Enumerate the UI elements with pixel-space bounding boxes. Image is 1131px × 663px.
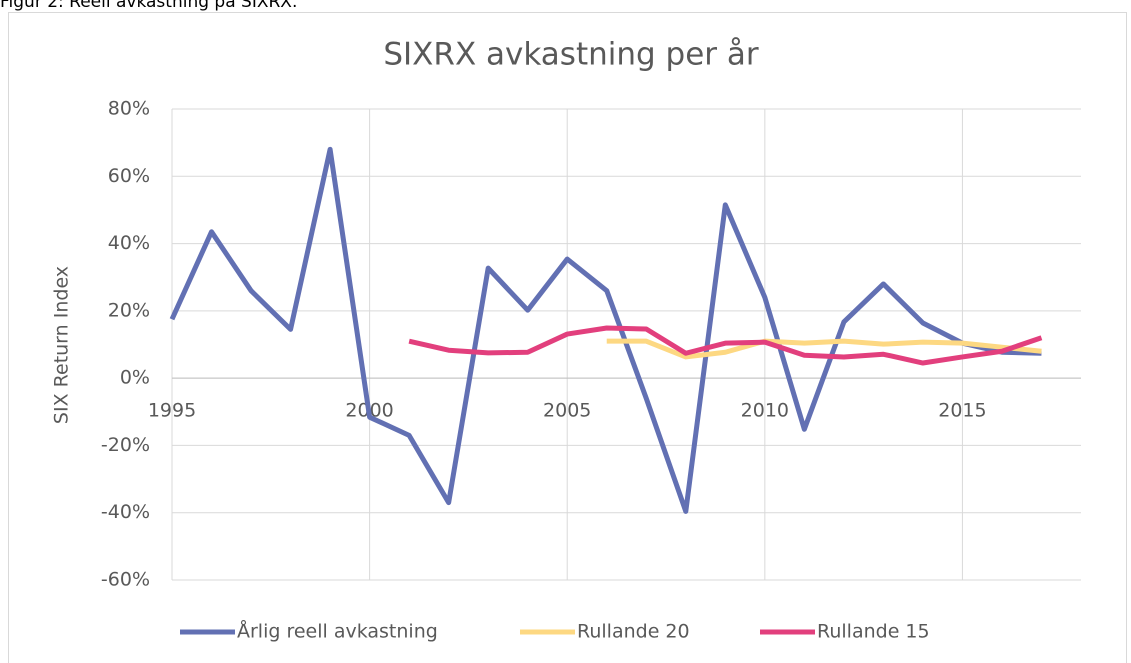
legend-label: Årlig reell avkastning	[237, 620, 438, 643]
x-tick-label: 2010	[741, 400, 789, 422]
y-tick-label: 0%	[120, 367, 150, 389]
chart-frame	[8, 12, 1127, 663]
caption: Figur 2: Reell avkastning på SIXRX.	[0, 0, 297, 12]
y-tick-label: 60%	[108, 165, 150, 187]
chart-title: SIXRX avkastning per år	[383, 37, 759, 73]
y-tick-label: -40%	[101, 501, 150, 523]
y-tick-label: 80%	[108, 98, 150, 120]
y-tick-label: -20%	[101, 434, 150, 456]
series-line	[606, 338, 1042, 360]
y-axis-label: SIX Return Index	[51, 266, 73, 424]
y-tick-label: -60%	[101, 569, 150, 591]
x-tick-label: 2015	[938, 400, 986, 422]
series-line	[408, 325, 1043, 366]
x-tick-label: 2005	[543, 400, 591, 422]
y-tick-label: 40%	[108, 232, 150, 254]
series-line	[169, 146, 1042, 514]
legend-label: Rullande 15	[817, 621, 930, 643]
legend-label: Rullande 20	[577, 621, 690, 643]
y-tick-label: 20%	[108, 299, 150, 321]
x-tick-label: 1995	[148, 400, 196, 422]
